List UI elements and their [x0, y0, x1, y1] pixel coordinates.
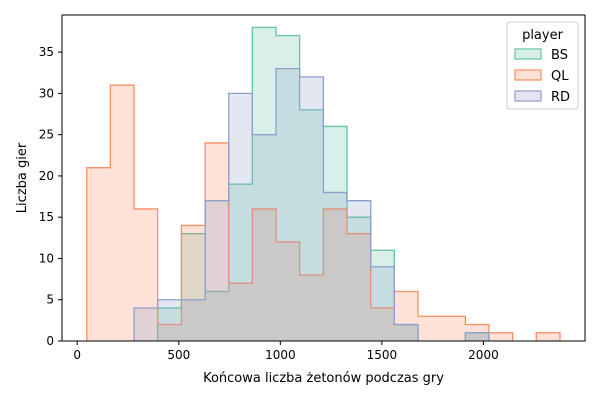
y-tick-label: 25	[39, 128, 54, 142]
bar-rd-7	[252, 134, 277, 341]
outline-rd	[133, 67, 490, 341]
bar-ql-17	[488, 332, 513, 341]
bar-ql-1	[110, 85, 135, 341]
y-axis-label: Liczba gier	[15, 142, 30, 213]
bar-ql-9	[299, 274, 324, 341]
bar-rd-8	[276, 68, 300, 341]
bar-bs-6	[228, 184, 253, 341]
bar-rd-6	[228, 93, 253, 341]
bar-ql-10	[323, 208, 347, 341]
x-axis-ticks: 0 500 1000 1500 2000	[73, 341, 499, 362]
x-tick-label: 2000	[468, 348, 499, 362]
series-bs	[157, 26, 490, 342]
legend-swatch-ql	[514, 69, 542, 81]
y-tick-label: 20	[39, 169, 54, 183]
y-tick-label: 5	[46, 293, 54, 307]
bar-ql-12	[370, 307, 395, 341]
series-rd	[133, 67, 490, 341]
y-tick-label: 10	[39, 251, 54, 265]
legend-label-bs: BS	[551, 48, 568, 63]
bar-rd-5	[205, 200, 229, 341]
series-ql	[86, 84, 561, 341]
legend-label-rd: RD	[551, 90, 570, 105]
x-axis-label: Końcowa liczba żetonów podczas gry	[203, 371, 444, 386]
legend: player BS QL RD	[506, 21, 579, 110]
bar-ql-19	[536, 332, 561, 341]
bar-bs-10	[323, 126, 347, 341]
bar-ql-4	[181, 225, 206, 341]
bar-bs-4	[181, 233, 206, 341]
bar-rd-12	[370, 266, 395, 341]
bar-bs-13	[394, 324, 419, 341]
bar-ql-3	[157, 324, 182, 341]
bar-bs-5	[205, 291, 229, 341]
x-tick-label: 0	[73, 348, 81, 362]
histogram-bars	[86, 26, 561, 342]
bar-bs-7	[252, 27, 277, 341]
bar-ql-8	[276, 241, 300, 341]
y-tick-label: 35	[39, 45, 54, 59]
bar-rd-4	[181, 299, 206, 341]
y-tick-label: 30	[39, 86, 54, 100]
bar-bs-12	[370, 250, 395, 341]
outline-ql	[86, 84, 561, 341]
legend-swatch-rd	[514, 90, 542, 102]
bar-rd-3	[157, 299, 182, 341]
plot-frame	[61, 14, 586, 342]
bar-ql-5	[205, 142, 229, 341]
x-tick-label: 1500	[367, 348, 398, 362]
bar-ql-7	[252, 208, 277, 341]
bar-bs-11	[346, 217, 371, 341]
y-tick-label: 0	[46, 334, 54, 348]
legend-box	[506, 21, 579, 110]
y-tick-label: 15	[39, 210, 54, 224]
y-axis-ticks: 0 5 10 15 20 25 30 35	[39, 45, 62, 348]
bar-rd-10	[323, 192, 347, 341]
bar-rd-16	[465, 332, 489, 341]
bar-bs-16	[465, 332, 489, 341]
bar-ql-6	[228, 283, 253, 341]
bar-ql-14	[418, 316, 442, 341]
bar-bs-8	[276, 35, 300, 342]
bar-ql-11	[346, 233, 371, 341]
bar-ql-0	[86, 167, 111, 341]
x-tick-label: 500	[167, 348, 190, 362]
bar-rd-2	[134, 307, 158, 341]
bar-rd-11	[346, 200, 371, 341]
bar-ql-15	[441, 316, 466, 341]
bar-rd-13	[394, 324, 419, 341]
legend-label-ql: QL	[551, 69, 569, 84]
bar-ql-13	[394, 291, 419, 341]
legend-swatch-bs	[514, 48, 542, 60]
bar-rd-9	[299, 76, 324, 341]
legend-title: player	[522, 28, 564, 43]
bar-bs-9	[299, 109, 324, 341]
x-tick-label: 1000	[265, 348, 296, 362]
